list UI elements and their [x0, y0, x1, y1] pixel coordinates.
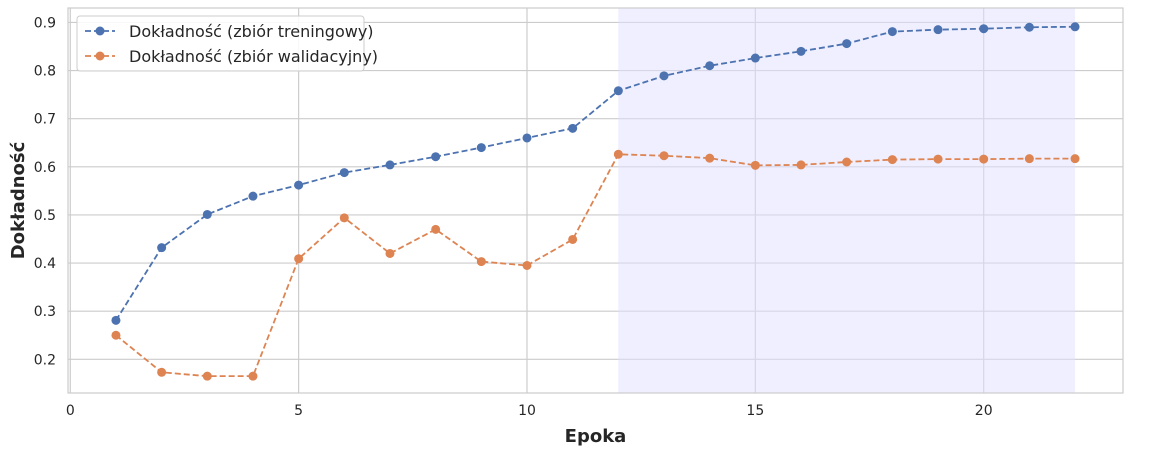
x-tick-label: 0	[66, 403, 75, 419]
data-point-val	[339, 213, 349, 223]
data-point-train	[842, 39, 852, 49]
legend-marker-train	[95, 26, 105, 36]
data-point-train	[613, 86, 623, 96]
legend-item-train: Dokładność (zbiór treningowy)	[85, 22, 374, 41]
data-point-val	[887, 155, 897, 165]
y-tick-label: 0.5	[34, 208, 56, 224]
data-point-train	[248, 191, 258, 201]
data-point-val	[248, 371, 258, 381]
data-point-train	[522, 133, 532, 143]
y-tick-label: 0.4	[34, 256, 56, 272]
highlight-span	[618, 8, 1076, 393]
data-point-val	[476, 257, 486, 267]
data-point-val	[157, 367, 167, 377]
series-layer	[111, 22, 1080, 381]
legend: Dokładność (zbiór treningowy) Dokładność…	[76, 15, 378, 72]
x-tick-label: 15	[746, 403, 764, 419]
data-point-train	[111, 315, 121, 325]
x-tick-label: 20	[975, 403, 993, 419]
legend-item-val: Dokładność (zbiór walidacyjny)	[85, 47, 378, 66]
y-tick-label: 0.2	[34, 352, 56, 368]
data-point-val	[659, 151, 669, 161]
data-point-train	[887, 27, 897, 37]
data-point-train	[202, 209, 212, 219]
data-point-val	[568, 234, 578, 244]
axes-frame	[67, 7, 1124, 394]
tick-labels: 0 5 10 15 20 0.2 0.3 0.4 0.5 0.6 0.7 0.8 0.9	[34, 15, 993, 419]
data-point-val	[796, 160, 806, 170]
data-point-train	[659, 71, 669, 81]
y-tick-label: 0.9	[34, 15, 56, 31]
data-point-val	[431, 224, 441, 234]
data-point-val	[979, 154, 989, 164]
data-point-train	[933, 25, 943, 35]
data-point-val	[522, 260, 532, 270]
y-tick-label: 0.3	[34, 304, 56, 320]
data-point-train	[750, 53, 760, 63]
data-point-val	[613, 149, 623, 159]
data-point-train	[476, 143, 486, 153]
data-point-val	[294, 254, 304, 264]
legend-box	[76, 15, 365, 72]
x-axis-label: Epoka	[565, 426, 627, 447]
data-point-train	[385, 160, 395, 170]
x-tick-label: 5	[294, 403, 303, 419]
data-point-val	[842, 157, 852, 167]
data-point-train	[796, 46, 806, 56]
data-point-train	[294, 180, 304, 190]
data-point-train	[431, 152, 441, 162]
data-point-train	[1070, 22, 1080, 32]
data-point-train	[339, 168, 349, 178]
plot-frame	[67, 7, 1124, 394]
data-point-val	[933, 154, 943, 164]
legend-marker-val	[95, 51, 105, 61]
y-tick-label: 0.7	[34, 112, 56, 128]
highlight-region	[618, 8, 1076, 393]
data-point-train	[568, 123, 578, 133]
data-point-val	[1070, 154, 1080, 164]
legend-label-val: Dokładność (zbiór walidacyjny)	[129, 47, 378, 66]
y-tick-label: 0.6	[34, 160, 56, 176]
series-line-val	[115, 153, 1076, 378]
data-point-val	[705, 153, 715, 163]
legend-label-train: Dokładność (zbiór treningowy)	[129, 22, 374, 41]
y-axis-label: Dokładność	[8, 141, 29, 259]
data-point-train	[979, 24, 989, 34]
x-tick-label: 10	[518, 403, 536, 419]
data-point-train	[705, 61, 715, 71]
data-point-train	[157, 243, 167, 253]
data-point-val	[750, 160, 760, 170]
data-point-val	[111, 330, 121, 340]
y-tick-label: 0.8	[34, 64, 56, 80]
data-point-val	[202, 371, 212, 381]
data-point-train	[1024, 22, 1034, 32]
data-point-val	[1024, 154, 1034, 164]
data-point-val	[385, 248, 395, 258]
